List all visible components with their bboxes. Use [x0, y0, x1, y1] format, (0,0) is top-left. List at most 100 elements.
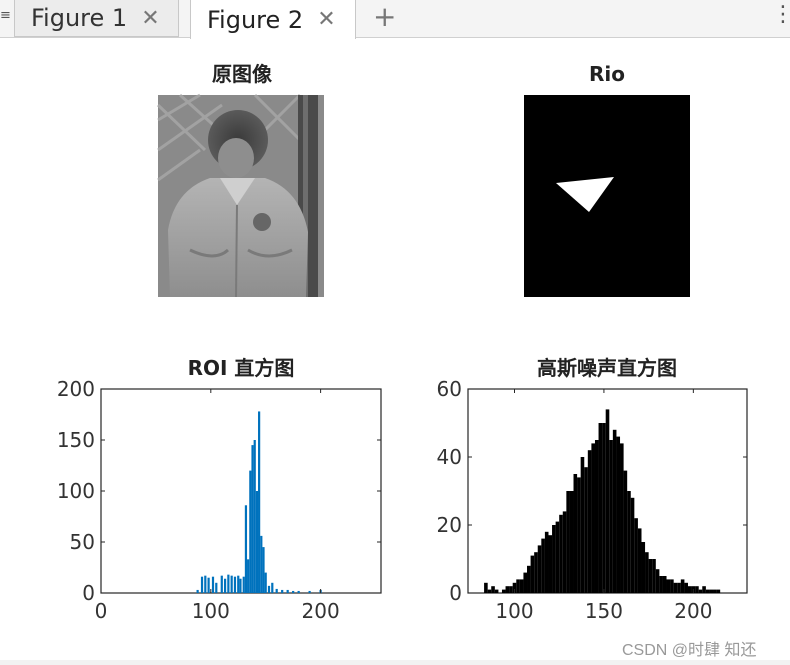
hist2-bar	[530, 555, 535, 593]
hist2-bar	[534, 552, 538, 593]
hist1-bar	[253, 440, 256, 593]
hist2-bar	[666, 579, 671, 593]
watermark-text: CSDN @时肆 知还	[622, 642, 757, 659]
hist2-bar	[577, 477, 581, 593]
hist2-bar	[505, 586, 510, 593]
hist1-bar	[233, 576, 237, 593]
hist2-bar	[591, 443, 595, 593]
hist2-bar	[677, 582, 681, 593]
hist2-bar	[552, 525, 556, 593]
hist2-bar	[709, 589, 714, 593]
plus-icon[interactable]: +	[373, 0, 397, 33]
hist2-ytick-label: 60	[437, 377, 462, 401]
hist2-bar	[602, 423, 606, 593]
close-icon[interactable]: ✕	[317, 7, 336, 32]
hist2-bar	[713, 589, 717, 593]
tab-figure-2-label: Figure 2	[207, 5, 304, 34]
hist2-xtick-label: 100	[495, 599, 533, 623]
roi-histogram-axes	[100, 388, 382, 594]
hist2-bar	[716, 589, 721, 593]
close-icon[interactable]: ✕	[141, 5, 160, 31]
hist1-xtick-label: 0	[95, 599, 108, 623]
hist2-bar	[655, 569, 660, 593]
hist1-bar	[215, 582, 218, 593]
hist2-bar	[630, 497, 635, 593]
hist2-bar	[673, 582, 678, 593]
tab-figure-1[interactable]: Figure 1 ✕	[14, 0, 179, 37]
hist2-bar	[584, 467, 588, 593]
hist2-bar	[537, 545, 542, 593]
hist1-bar	[196, 589, 199, 593]
hist2-bar	[637, 528, 642, 593]
hist1-bar	[260, 535, 263, 593]
hist1-bar	[275, 588, 278, 593]
hist2-bar	[645, 552, 649, 593]
hist1-bar	[227, 574, 230, 593]
hist2-bar	[587, 450, 592, 593]
tab-figure-2[interactable]: Figure 2 ✕	[190, 0, 356, 39]
hist1-bar	[200, 576, 204, 593]
hist2-bar	[484, 582, 488, 593]
hist1-ytick-label: 50	[70, 530, 95, 554]
hist2-bar	[605, 409, 610, 593]
hist2-bar	[548, 535, 553, 593]
hist1-bar	[255, 491, 259, 593]
hist1-bar	[223, 578, 227, 593]
rio-title: Rio	[589, 62, 625, 86]
hist2-bar	[512, 582, 517, 593]
kebab-menu-icon[interactable]: ⋮	[772, 2, 790, 27]
hist2-bar	[627, 491, 631, 593]
hist2-bar	[641, 542, 646, 593]
hist2-bar	[702, 586, 706, 593]
list-icon[interactable]: ≡	[0, 8, 11, 23]
gaussian-histogram-title: 高斯噪声直方图	[537, 356, 677, 380]
hist2-bar	[573, 474, 578, 593]
hist1-ytick-label: 150	[57, 428, 95, 452]
hist1-bar	[258, 411, 261, 593]
hist2-bar	[559, 514, 563, 593]
hist1-bar	[264, 572, 267, 593]
hist2-bar	[566, 491, 570, 593]
hist1-xtick-label: 100	[192, 599, 230, 623]
hist2-bar	[698, 589, 703, 593]
hist1-bar	[220, 575, 223, 593]
bottom-status-strip	[0, 660, 790, 665]
hist1-bar	[267, 585, 271, 593]
hist1-bar	[204, 575, 207, 593]
hist2-bar	[609, 440, 613, 593]
hist2-bar	[580, 457, 585, 593]
hist1-bar	[247, 559, 250, 593]
hist2-bar	[648, 559, 653, 593]
hist2-bar	[695, 586, 699, 593]
hist2-bar	[562, 511, 567, 593]
hist1-xtick-label: 200	[302, 599, 340, 623]
hist2-bar	[662, 576, 667, 593]
hist1-bar	[286, 589, 289, 593]
hist2-bar	[680, 579, 685, 593]
hist2-bar	[491, 586, 495, 593]
hist1-bar	[251, 445, 254, 593]
tab-figure-1-label: Figure 1	[31, 4, 128, 32]
hist2-ytick-label: 20	[437, 513, 462, 537]
hist1-ytick-label: 0	[82, 581, 95, 605]
hist2-bar	[684, 582, 688, 593]
roi-histogram-chart: ROI 直方图 0 100 200 0 50 100 150 200	[57, 356, 382, 623]
hist2-ytick-label: 0	[449, 581, 462, 605]
hist1-ytick-label: 100	[57, 479, 95, 503]
hist2-xtick-label: 200	[674, 599, 712, 623]
hist1-bar	[207, 577, 210, 593]
hist2-bar	[527, 565, 531, 593]
hist1-bar	[308, 590, 311, 593]
hist2-bar	[501, 589, 506, 593]
hist2-bar	[494, 589, 499, 593]
hist1-bar	[292, 590, 295, 593]
hist2-bar	[541, 538, 545, 593]
hist1-ytick-label: 200	[57, 377, 95, 401]
hist2-bar	[598, 423, 603, 593]
hist2-bar	[487, 589, 492, 593]
original-image	[156, 93, 324, 298]
hist2-bar	[634, 518, 638, 593]
hist1-bar	[249, 470, 252, 593]
hist1-bar	[262, 547, 265, 593]
